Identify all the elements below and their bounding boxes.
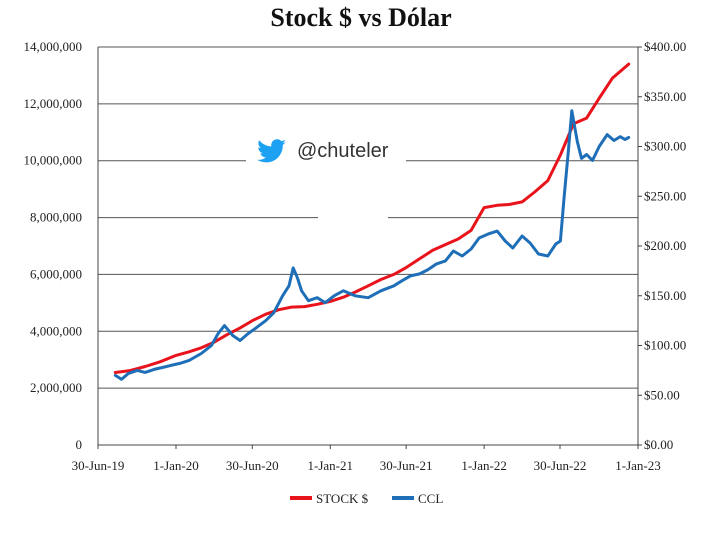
series-line-stock: [113, 62, 631, 374]
y-right-tick-label: $350.00: [644, 89, 686, 104]
x-tick-label: 30-Jun-22: [534, 458, 587, 473]
legend-label: CCL: [418, 491, 443, 506]
y-right-tick-label: $50.00: [644, 387, 680, 402]
y-left-tick-label: 6,000,000: [30, 266, 82, 281]
twitter-handle: @chuteler: [297, 140, 389, 162]
x-tick-label: 30-Jun-21: [380, 458, 433, 473]
axes: 0 2,000,000 4,000,000 6,000,000 8,000,000 10,…: [24, 39, 687, 473]
y-left-tick-label: 4,000,000: [30, 323, 82, 338]
y-right-tick-label: $100.00: [644, 338, 686, 353]
y-right-tick-label: $200.00: [644, 238, 686, 253]
x-tick-label: 1-Jan-22: [461, 458, 507, 473]
legend-label: STOCK $: [316, 491, 369, 506]
watermark: @chuteler: [246, 128, 406, 220]
x-tick-label: 30-Jun-19: [72, 458, 125, 473]
y-left-tick-label: 10,000,000: [24, 153, 83, 168]
y-left-tick-label: 14,000,000: [24, 39, 83, 54]
legend: STOCK $ CCL: [290, 491, 443, 506]
watermark-gap: [318, 178, 388, 220]
y-left-tick-label: 2,000,000: [30, 380, 82, 395]
y-right-tick-label: $300.00: [644, 139, 686, 154]
y-right-tick-label: $250.00: [644, 188, 686, 203]
y-right-tick-label: $400.00: [644, 39, 686, 54]
y-right-tick-label: $150.00: [644, 288, 686, 303]
series-line-ccl: [113, 109, 631, 381]
x-tick-label: 30-Jun-20: [226, 458, 279, 473]
series-lines: [113, 62, 631, 381]
y-right-tick-label: $0.00: [644, 437, 673, 452]
y-left-tick-label: 12,000,000: [24, 96, 83, 111]
y-left-tick-label: 8,000,000: [30, 210, 82, 225]
x-tick-label: 1-Jan-23: [615, 458, 661, 473]
x-tick-label: 1-Jan-21: [308, 458, 354, 473]
y-left-tick-label: 0: [76, 437, 83, 452]
x-tick-label: 1-Jan-20: [153, 458, 199, 473]
chart-title: Stock $ vs Dólar: [270, 3, 451, 32]
twitter-bird-icon: [257, 139, 286, 163]
